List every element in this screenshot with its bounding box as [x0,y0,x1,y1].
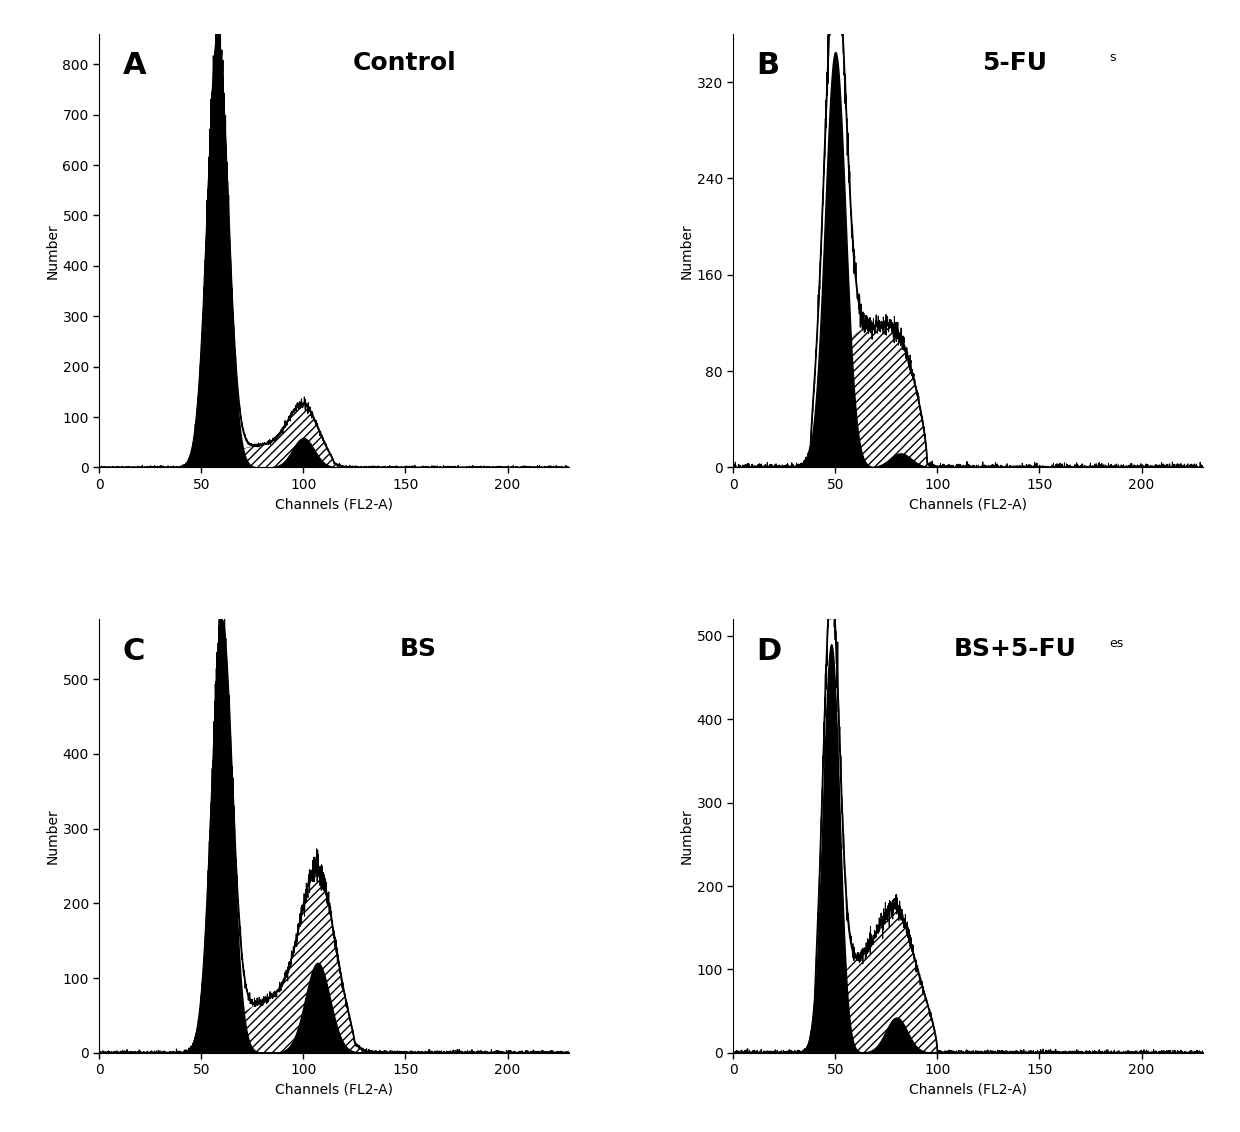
X-axis label: Channels (FL2-A): Channels (FL2-A) [275,1082,393,1097]
Y-axis label: Number: Number [680,223,693,278]
Text: s: s [1109,51,1115,65]
X-axis label: Channels (FL2-A): Channels (FL2-A) [275,497,393,512]
Text: es: es [1109,636,1123,650]
Y-axis label: Number: Number [680,808,693,864]
Text: Control: Control [352,51,456,76]
Text: D: D [756,636,782,666]
Text: BS+5-FU: BS+5-FU [954,636,1076,661]
Y-axis label: Number: Number [46,223,60,278]
Text: BS: BS [401,636,436,661]
Text: C: C [123,636,145,666]
Text: B: B [756,51,780,80]
Y-axis label: Number: Number [46,808,60,864]
X-axis label: Channels (FL2-A): Channels (FL2-A) [909,497,1027,512]
Text: A: A [123,51,146,80]
Text: 5-FU: 5-FU [982,51,1048,76]
X-axis label: Channels (FL2-A): Channels (FL2-A) [909,1082,1027,1097]
